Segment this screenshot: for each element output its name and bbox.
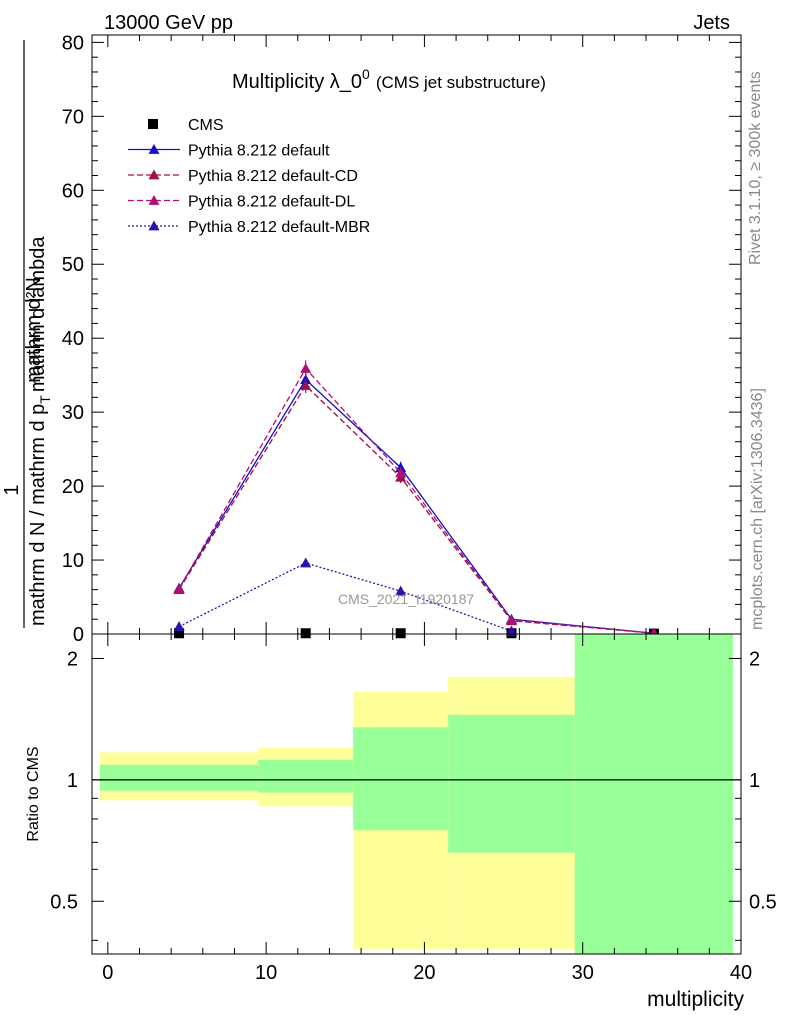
y-label-top-fraction: mathrm d²N (23, 277, 45, 383)
series-mbr (173, 557, 517, 636)
data-point-mbr (300, 557, 312, 568)
chart-title-superscript: 0 (362, 66, 370, 82)
x-tick-label: 40 (730, 962, 752, 984)
y-label-denominator-sub: T (37, 395, 53, 404)
legend-item-dl: Pythia 8.212 default-DL (128, 194, 355, 211)
legend-label: Pythia 8.212 default-MBR (188, 219, 370, 236)
legend-marker (148, 144, 160, 154)
main-y-tick-label: 40 (62, 328, 84, 350)
ratio-y-tick-label: 1 (67, 770, 78, 792)
x-tick-label: 30 (572, 962, 594, 984)
legend-label: Pythia 8.212 default (188, 143, 330, 160)
data-point-dl (505, 614, 517, 625)
main-y-tick-label: 70 (62, 106, 84, 128)
legend: CMS Pythia 8.212 default Pythia 8.212 defa… (128, 117, 370, 236)
ratio-band-green (448, 714, 575, 853)
main-y-tick-label: 30 (62, 402, 84, 424)
ratio-y-tick-label: 0.5 (50, 891, 78, 913)
data-point-mbr (395, 585, 407, 596)
main-y-tick-label: 10 (62, 550, 84, 572)
data-point-dl (395, 467, 407, 478)
x-tick-label: 0 (102, 962, 113, 984)
ratio-band-green (99, 764, 259, 791)
legend-marker (148, 220, 160, 231)
x-tick-label: 10 (255, 962, 277, 984)
legend-marker (148, 119, 158, 129)
data-point-mbr (173, 621, 185, 632)
ratio-y-axis-label: Ratio to CMS (25, 746, 42, 841)
ratio-x-axis: 0 10 20 30 40 (102, 634, 752, 984)
chart-title: Multiplicity λ_00 (CMS jet substructure) (232, 66, 546, 93)
header-right-label: Jets (693, 12, 730, 34)
legend-item-cms: CMS (148, 117, 224, 134)
ratio-y-tick-label-right: 1 (749, 770, 760, 792)
data-point-cms (395, 628, 406, 639)
ratio-y-axis: 0.5 0.5 1 1 2 2 (50, 648, 777, 941)
watermark-label: CMS_2021_I1920187 (338, 591, 474, 607)
y-label-denominator-main: mathrm d N / mathrm d p (27, 404, 49, 626)
data-point-mbr (505, 625, 517, 636)
ratio-bands-layer (99, 634, 734, 954)
legend-item-mbr: Pythia 8.212 default-MBR (128, 219, 370, 236)
main-y-axis-label: mathrm d²N 1 mathrm d N / mathrm d pTmat… (1, 40, 53, 628)
ratio-y-tick-label-right: 0.5 (749, 891, 777, 913)
ratio-band-green (574, 634, 734, 954)
legend-label: Pythia 8.212 default-DL (188, 194, 355, 211)
main-y-tick-label: 0 (73, 624, 84, 646)
y-label-denominator: mathrm d N / mathrm d pTmathrm d lambda (27, 236, 53, 626)
data-point-cd (300, 380, 312, 390)
ratio-plot-frame (91, 633, 742, 955)
legend-marker (148, 195, 160, 205)
mcplots-label: mcplots.cern.ch [arXiv:1306.3436] (749, 388, 766, 630)
main-y-tick-label: 80 (62, 32, 84, 54)
data-point-dl (173, 583, 185, 594)
rivet-label: Rivet 3.1.10, ≥ 300k events (747, 71, 764, 265)
header-left-label: 13000 GeV pp (104, 12, 233, 34)
y-label-top-numerator: mathrm d²N (23, 277, 45, 383)
legend-item-default: Pythia 8.212 default (128, 143, 330, 160)
data-point-dl (300, 363, 312, 373)
chart-title-main: Multiplicity λ_0 (232, 71, 362, 93)
data-point-cms (300, 628, 311, 639)
ratio-y-tick-label-right: 2 (749, 648, 760, 670)
main-x-ticks (107, 35, 742, 634)
legend-marker (148, 169, 160, 180)
ratio-band-green (258, 760, 354, 793)
ratio-plot-panel: 0.5 0.5 1 1 2 2 0 10 20 30 40 Ratio to CMS multip… (25, 633, 777, 1011)
legend-label: CMS (188, 117, 224, 134)
main-y-tick-label: 50 (62, 254, 84, 276)
legend-item-cd: Pythia 8.212 default-CD (128, 168, 358, 185)
x-tick-label: 20 (413, 962, 435, 984)
ratio-y-tick-label: 2 (67, 648, 78, 670)
ratio-band-green (353, 727, 449, 831)
y-label-numerator: 1 (1, 484, 23, 495)
y-label-denominator-tail: mathrm d lambda (27, 236, 49, 392)
chart-title-subtitle: (CMS jet substructure) (376, 73, 546, 92)
main-y-tick-label: 20 (62, 476, 84, 498)
x-axis-label: multiplicity (647, 988, 744, 1011)
main-y-axis: 0 10 20 30 40 50 60 70 80 (62, 32, 741, 646)
main-y-tick-label: 60 (62, 180, 84, 202)
data-point-cms (174, 628, 185, 639)
legend-label: Pythia 8.212 default-CD (188, 168, 358, 185)
